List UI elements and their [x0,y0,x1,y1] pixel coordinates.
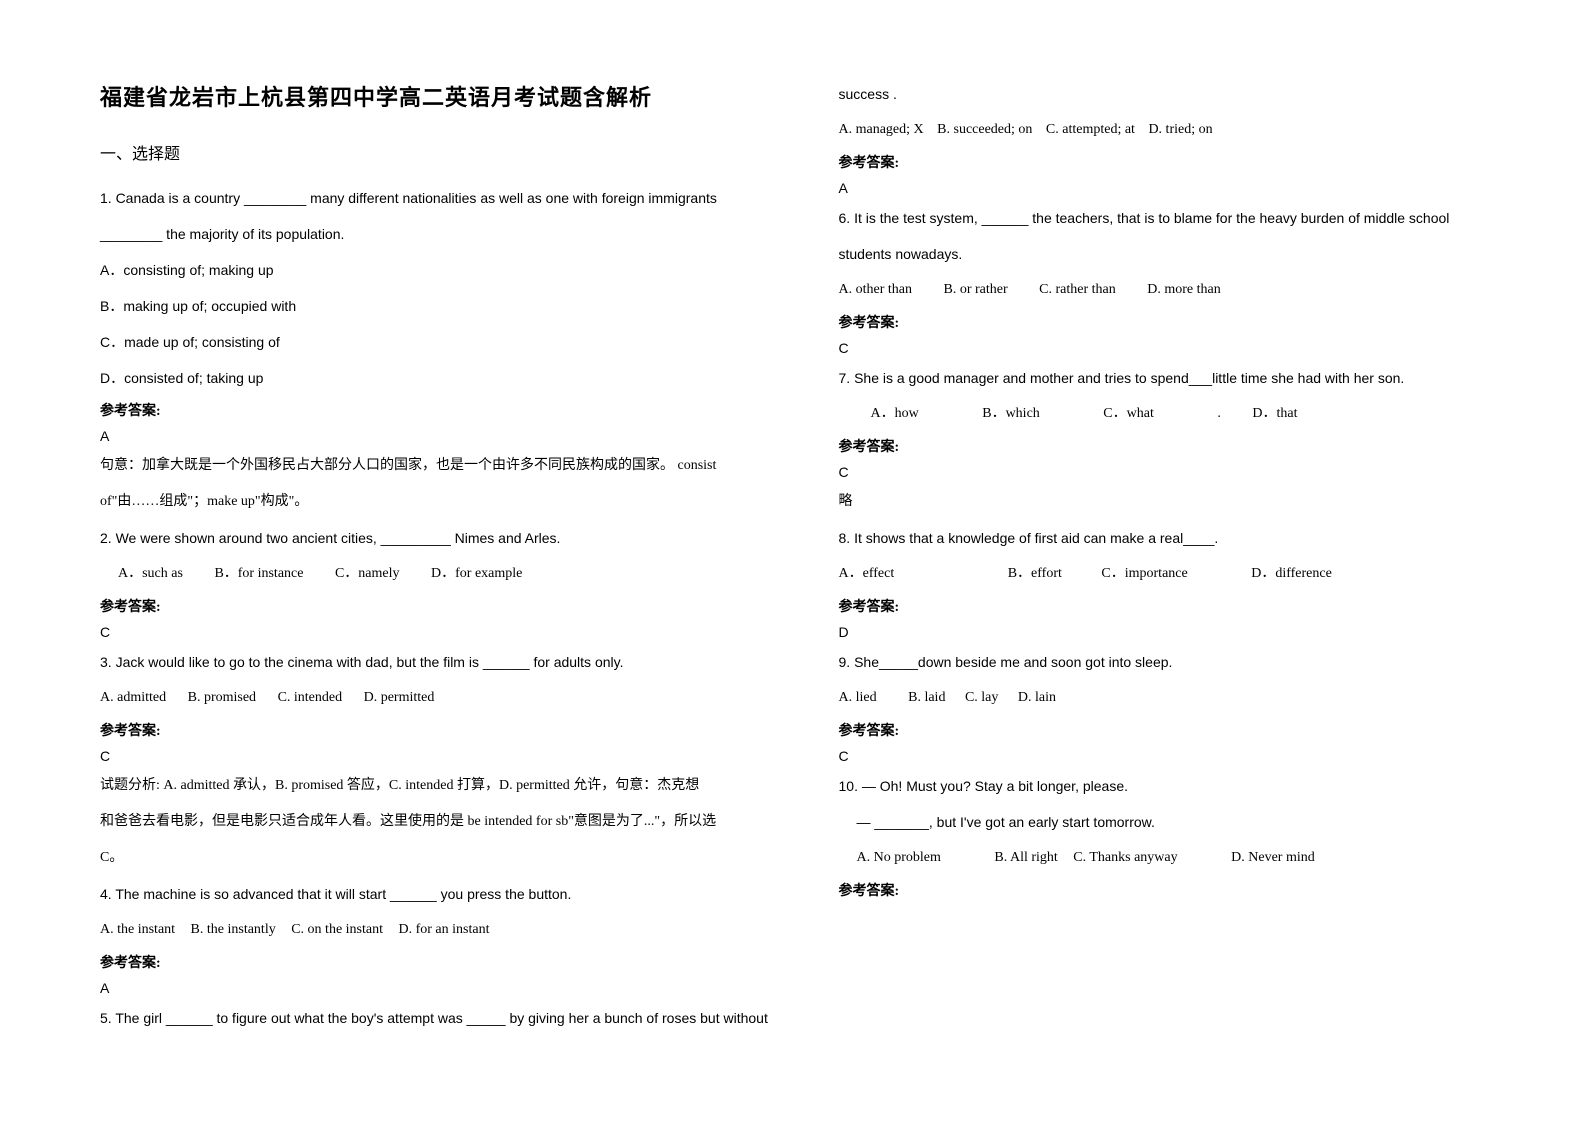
q9-opt-b: B. laid [908,690,945,705]
q8-opt-a: A．effect [839,566,895,581]
q3-exp3: C。 [100,844,779,872]
q6-ans-label: 参考答案: [839,312,1518,332]
q3-text: 3. Jack would like to go to the cinema w… [100,648,779,676]
q6-opt-c: C. rather than [1039,282,1116,297]
q2-options: A．such as B．for instance C．namely D．for … [118,560,779,588]
q3-exp1: 试题分析: A. admitted 承认，B. promised 答应，C. i… [100,772,779,800]
q1-opt-c: C．made up of; consisting of [100,328,779,356]
q9-text: 9. She_____down beside me and soon got i… [839,648,1518,676]
q9-ans: C [839,748,1518,764]
q6-opt-b: B. or rather [943,282,1007,297]
q5-opt-c: C. attempted; at [1046,122,1135,137]
document-title: 福建省龙岩市上杭县第四中学高二英语月考试题含解析 [100,80,779,112]
q7-opt-a: A．how [871,406,919,421]
q4-text: 4. The machine is so advanced that it wi… [100,880,779,908]
q9-opt-a: A. lied [839,690,877,705]
q7-ans-label: 参考答案: [839,436,1518,456]
q5-opt-b: B. succeeded; on [937,122,1032,137]
q10-line2: — _______, but I've got an early start t… [857,808,1518,836]
q10-opt-c: C. Thanks anyway [1073,850,1177,865]
q4-opt-a: A. the instant [100,922,175,937]
q8-opt-b: B．effort [1008,566,1062,581]
q8-text: 8. It shows that a knowledge of first ai… [839,524,1518,552]
q8-ans-label: 参考答案: [839,596,1518,616]
q6-line1: 6. It is the test system, ______ the tea… [839,204,1518,232]
q10-line1: 10. — Oh! Must you? Stay a bit longer, p… [839,772,1518,800]
q10-opt-d: D. Never mind [1231,850,1315,865]
document-page: 福建省龙岩市上杭县第四中学高二英语月考试题含解析 一、选择题 1. Canada… [0,0,1587,1080]
q5-opt-a: A. managed; X [839,122,924,137]
q3-exp2: 和爸爸去看电影，但是电影只适合成年人看。这里使用的是 be intended f… [100,808,779,836]
q6-opt-a: A. other than [839,282,912,297]
q4-opt-d: D. for an instant [399,922,490,937]
q8-opt-c: C．importance [1101,566,1187,581]
q7-text: 7. She is a good manager and mother and … [839,364,1518,392]
q1-line2: ________ the majority of its population. [100,220,779,248]
q7-opt-c: C．what [1103,406,1154,421]
q5-line2: success . [839,80,1518,108]
q1-line1: 1. Canada is a country ________ many dif… [100,184,779,212]
q3-opt-c: C. intended [278,690,343,705]
q4-options: A. the instant B. the instantly C. on th… [100,916,779,944]
q2-opt-b: B．for instance [214,566,303,581]
q7-dot: . [1217,406,1221,421]
q9-opt-c: C. lay [965,690,998,705]
q7-opt-d: D．that [1252,406,1297,421]
right-column: success . A. managed; X B. succeeded; on… [839,80,1518,1040]
q6-options: A. other than B. or rather C. rather tha… [839,276,1518,304]
q10-opt-b: B. All right [994,850,1057,865]
left-column: 福建省龙岩市上杭县第四中学高二英语月考试题含解析 一、选择题 1. Canada… [100,80,779,1040]
q9-opt-d: D. lain [1018,690,1056,705]
q6-ans: C [839,340,1518,356]
q3-opt-a: A. admitted [100,690,166,705]
q5-opt-d: D. tried; on [1148,122,1212,137]
q2-opt-d: D．for example [431,566,522,581]
q7-ans: C [839,464,1518,480]
q7-opt-b: B．which [982,406,1040,421]
section-header: 一、选择题 [100,140,779,164]
q2-text: 2. We were shown around two ancient citi… [100,524,779,552]
q2-ans: C [100,624,779,640]
q5-options: A. managed; X B. succeeded; on C. attemp… [839,116,1518,144]
q1-ans-label: 参考答案: [100,400,779,420]
q2-opt-a: A．such as [118,566,183,581]
q2-ans-label: 参考答案: [100,596,779,616]
q7-extra: 略 [839,488,1518,516]
q3-ans: C [100,748,779,764]
q4-ans: A [100,980,779,996]
q8-opt-d: D．difference [1251,566,1332,581]
q4-opt-b: B. the instantly [191,922,276,937]
q10-options: A. No problem B. All right C. Thanks any… [857,844,1518,872]
q8-options: A．effect B．effort C．importance D．differe… [839,560,1518,588]
q3-options: A. admitted B. promised C. intended D. p… [100,684,779,712]
q10-opt-a: A. No problem [857,850,941,865]
q7-options: A．how B．which C．what . D．that [871,400,1518,428]
q6-opt-d: D. more than [1147,282,1220,297]
q1-opt-b: B．making up of; occupied with [100,292,779,320]
q5-line1: 5. The girl ______ to figure out what th… [100,1004,779,1032]
q3-opt-b: B. promised [188,690,256,705]
q1-opt-a: A．consisting of; making up [100,256,779,284]
q1-opt-d: D．consisted of; taking up [100,364,779,392]
q2-opt-c: C．namely [335,566,400,581]
q3-opt-d: D. permitted [364,690,435,705]
q1-ans: A [100,428,779,444]
q4-ans-label: 参考答案: [100,952,779,972]
q5-ans: A [839,180,1518,196]
q3-ans-label: 参考答案: [100,720,779,740]
q9-ans-label: 参考答案: [839,720,1518,740]
q10-ans-label: 参考答案: [839,880,1518,900]
q1-exp1: 句意：加拿大既是一个外国移民占大部分人口的国家，也是一个由许多不同民族构成的国家… [100,452,779,480]
q1-exp2: of"由……组成"；make up"构成"。 [100,488,779,516]
q9-options: A. lied B. laid C. lay D. lain [839,684,1518,712]
q8-ans: D [839,624,1518,640]
q6-line2: students nowadays. [839,240,1518,268]
q5-ans-label: 参考答案: [839,152,1518,172]
q4-opt-c: C. on the instant [291,922,383,937]
